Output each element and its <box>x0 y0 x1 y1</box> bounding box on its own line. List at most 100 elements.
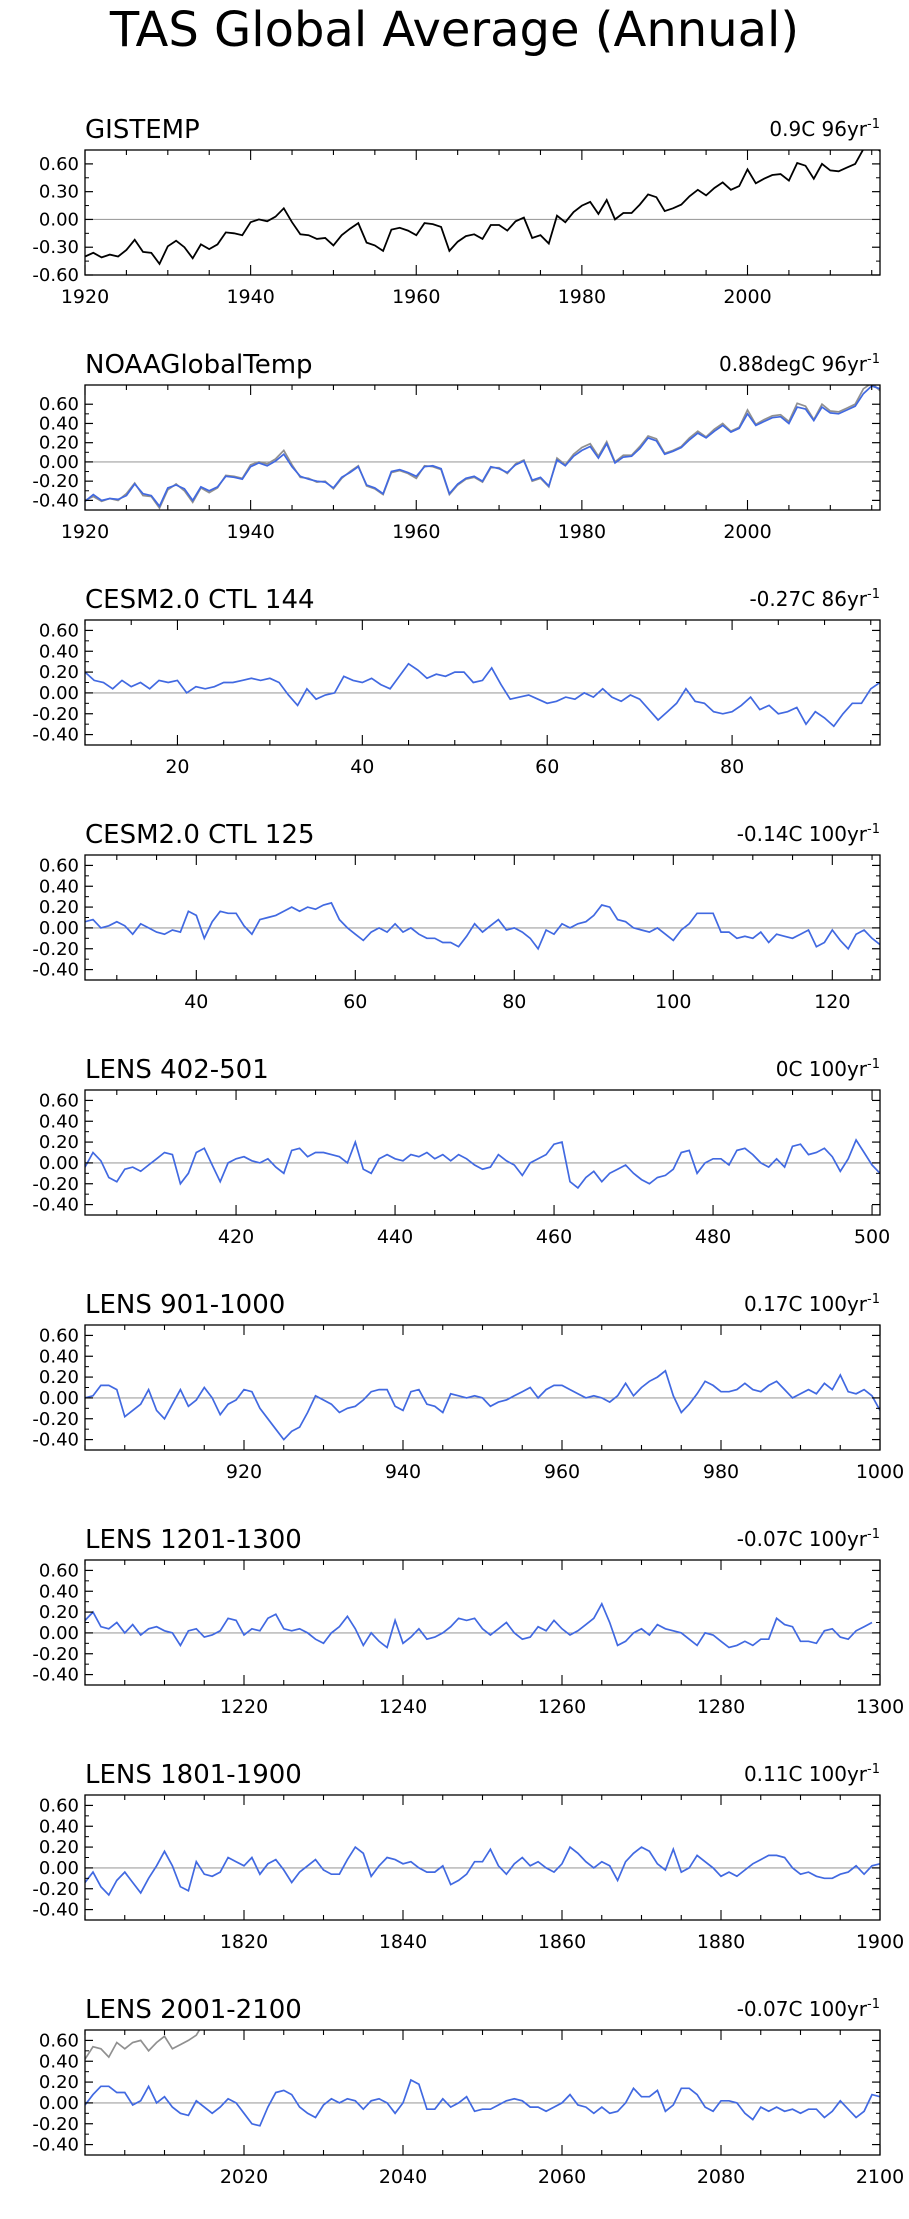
panel-title: LENS 901-1000 <box>85 1290 285 1320</box>
series-line-noaaglobaltemp <box>85 385 880 508</box>
x-tick-label: 1240 <box>379 1696 427 1718</box>
y-tick-label: -0.40 <box>32 490 79 511</box>
series-line-lens-402-501 <box>85 1138 880 1190</box>
trend-label: 0.11C 100yr-1 <box>744 1762 880 1786</box>
y-tick-label: 0.40 <box>39 413 79 434</box>
x-tick-label: 420 <box>218 1226 254 1248</box>
y-tick-label: 0.00 <box>39 1388 79 1409</box>
y-tick-label: 0.60 <box>39 2030 79 2051</box>
y-tick-label: 0.60 <box>39 620 79 641</box>
x-tick-label: 980 <box>703 1461 739 1483</box>
y-tick-label: -0.20 <box>32 939 79 960</box>
x-tick-label: 1940 <box>226 521 274 543</box>
y-tick-label: -0.60 <box>32 265 79 286</box>
y-tick-label: 0.00 <box>39 1623 79 1644</box>
y-tick-label: 0.00 <box>39 918 79 939</box>
trend-label: -0.07C 100yr-1 <box>737 1997 880 2021</box>
x-tick-label: 80 <box>502 991 526 1013</box>
trend-label: 0C 100yr-1 <box>776 1057 880 1081</box>
x-tick-label: 1280 <box>697 1696 745 1718</box>
y-tick-label: 0.20 <box>39 662 79 683</box>
plot-frame <box>84 384 881 511</box>
y-tick-label: -0.40 <box>32 1900 79 1921</box>
y-tick-label: -0.20 <box>32 2114 79 2135</box>
y-tick-label: 0.20 <box>39 1837 79 1858</box>
y-tick-label: 0.00 <box>39 683 79 704</box>
y-tick-label: 0.00 <box>39 209 79 230</box>
series-line-gistemp <box>85 2030 201 2060</box>
y-tick-label: 0.40 <box>39 1346 79 1367</box>
x-tick-label: 1860 <box>538 1931 586 1953</box>
y-tick-label: -0.20 <box>32 1174 79 1195</box>
x-tick-label: 120 <box>814 991 850 1013</box>
series-line-gistemp <box>85 150 880 266</box>
series-line-lens-901-1000 <box>85 1369 880 1441</box>
x-tick-label: 1220 <box>220 1696 268 1718</box>
chart-panel-0: GISTEMP 0.9C 96yr-1 -0.60 -0.30 0.00 0.30 0.60… <box>32 115 881 308</box>
x-tick-label: 960 <box>544 1461 580 1483</box>
y-tick-label: 0.40 <box>39 876 79 897</box>
x-tick-label: 1840 <box>379 1931 427 1953</box>
panel-title: LENS 1201-1300 <box>85 1525 302 1555</box>
x-tick-label: 1260 <box>538 1696 586 1718</box>
chart-panel-2: CESM2.0 CTL 144 -0.27C 86yr-1-0.40-0.200.… <box>32 585 881 778</box>
y-tick-label: 0.40 <box>39 641 79 662</box>
y-tick-label: 0.40 <box>39 2051 79 2072</box>
trend-label: 0.88degC 96yr-1 <box>719 352 880 376</box>
trend-label: -0.07C 100yr-1 <box>737 1527 880 1551</box>
series-line-cesm2-0-ctl-125 <box>85 901 880 951</box>
x-tick-label: 1820 <box>220 1931 268 1953</box>
x-tick-label: 40 <box>350 756 374 778</box>
y-tick-label: 0.20 <box>39 433 79 454</box>
y-tick-label: 0.20 <box>39 1132 79 1153</box>
panel-title: CESM2.0 CTL 125 <box>85 820 315 850</box>
x-tick-label: 500 <box>854 1226 890 1248</box>
x-tick-label: 1920 <box>61 521 109 543</box>
y-tick-label: 0.60 <box>39 1325 79 1346</box>
y-tick-label: 0.60 <box>39 1560 79 1581</box>
x-tick-label: 2080 <box>697 2166 745 2188</box>
x-tick-label: 80 <box>720 756 744 778</box>
x-tick-label: 60 <box>535 756 559 778</box>
x-tick-label: 2000 <box>723 521 771 543</box>
y-tick-label: 0.20 <box>39 1367 79 1388</box>
x-tick-label: 20 <box>165 756 189 778</box>
panel-title: NOAAGlobalTemp <box>85 350 313 380</box>
panel-title: LENS 402-501 <box>85 1055 269 1085</box>
y-tick-label: -0.20 <box>32 1644 79 1665</box>
x-tick-label: 100 <box>655 991 691 1013</box>
plot-frame <box>84 1089 881 1216</box>
y-tick-label: -0.40 <box>32 1195 79 1216</box>
y-tick-label: -0.40 <box>32 1430 79 1451</box>
x-tick-label: 1980 <box>558 286 606 308</box>
x-tick-label: 940 <box>385 1461 421 1483</box>
plot-frame <box>84 619 881 746</box>
panel-title: LENS 2001-2100 <box>85 1995 302 2025</box>
panel-title: CESM2.0 CTL 144 <box>85 585 315 615</box>
chart-panel-6: LENS 1201-1300 -0.07C 100yr-1-0.40-0.200.… <box>32 1525 904 1718</box>
y-tick-label: -0.20 <box>32 471 79 492</box>
y-tick-label: 0.20 <box>39 1602 79 1623</box>
y-tick-label: 0.40 <box>39 1111 79 1132</box>
x-tick-label: 1960 <box>392 521 440 543</box>
y-tick-label: -0.40 <box>32 2135 79 2156</box>
chart-panel-1: NOAAGlobalTemp 0.88degC 96yr-1 -0.40-0.20 0… <box>32 350 881 543</box>
series-line-lens-2001-2100 <box>85 2078 880 2127</box>
x-tick-label: 1000 <box>856 1461 904 1483</box>
x-tick-label: 1980 <box>558 521 606 543</box>
y-tick-label: 0.60 <box>39 1795 79 1816</box>
y-tick-label: -0.40 <box>32 1665 79 1686</box>
y-tick-label: 0.20 <box>39 2072 79 2093</box>
chart-panel-3: CESM2.0 CTL 125 -0.14C 100yr-1-0.40-0.200… <box>32 820 881 1013</box>
y-tick-label: -0.30 <box>32 237 79 258</box>
trend-label: -0.14C 100yr-1 <box>737 822 880 846</box>
chart-panel-5: LENS 901-1000 0.17C 100yr-1 -0.40-0.200.00… <box>32 1290 904 1483</box>
panel-title: GISTEMP <box>85 115 200 145</box>
x-tick-label: 1920 <box>61 286 109 308</box>
y-tick-label: 0.60 <box>39 394 79 415</box>
x-tick-label: 480 <box>695 1226 731 1248</box>
plot-frame <box>84 1559 881 1686</box>
plot-frame <box>84 2029 881 2156</box>
y-tick-label: 0.00 <box>39 1153 79 1174</box>
y-tick-label: 0.60 <box>39 154 79 175</box>
